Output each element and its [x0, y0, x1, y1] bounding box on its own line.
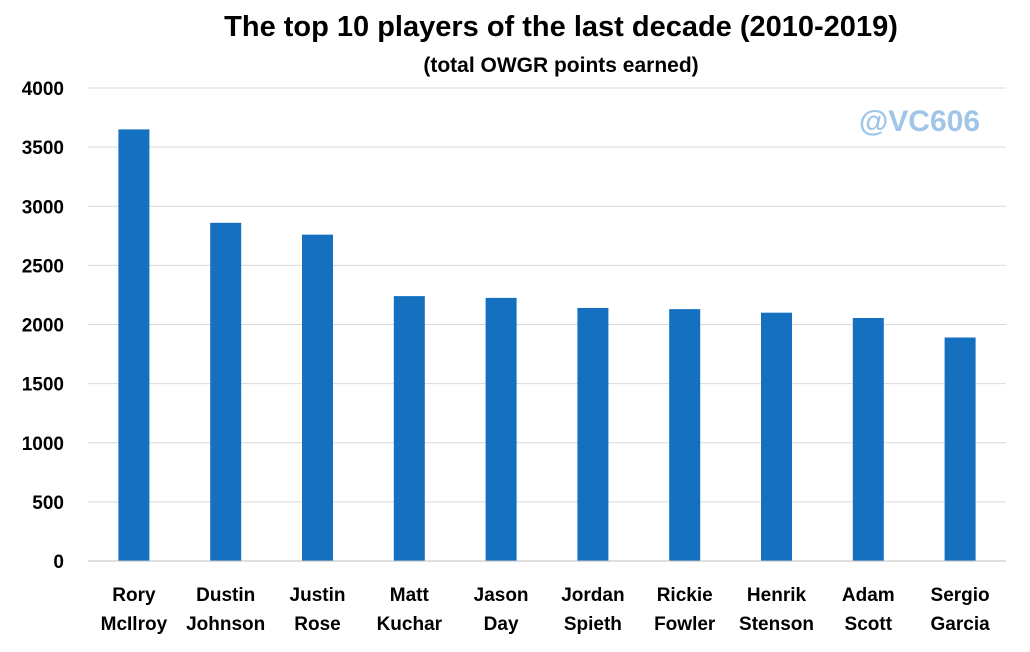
x-category-label: Rory McIlroy [101, 585, 168, 635]
y-tick-label: 3500 [22, 138, 64, 159]
bar [393, 296, 425, 561]
x-category-label: Adam Scott [842, 585, 895, 635]
y-tick-label: 3000 [22, 197, 64, 218]
x-category-label-line: McIlroy [101, 614, 168, 635]
bar [944, 337, 976, 561]
y-axis-tick-labels: 0 500 1000 1500 2000 2500 3000 3500 4000 [22, 79, 64, 573]
x-category-label-line: Scott [845, 614, 893, 635]
x-category-label-line: Henrik [747, 585, 807, 606]
x-category-label-line: Adam [842, 585, 895, 606]
y-tick-label: 4000 [22, 79, 64, 100]
x-axis-category-labels: Rory McIlroy Dustin Johnson Justin Rose Matt Ku… [101, 585, 990, 635]
x-category-label-line: Rory [112, 585, 156, 606]
y-tick-label: 500 [32, 493, 64, 514]
x-category-label: Jason Day [474, 585, 529, 635]
x-category-label-line: Matt [390, 585, 430, 606]
x-category-label-line: Jordan [561, 585, 624, 606]
x-category-label-line: Jason [474, 585, 529, 606]
bar [118, 129, 150, 561]
bar [852, 317, 884, 561]
y-tick-label: 1500 [22, 375, 64, 396]
bars [118, 129, 976, 561]
x-category-label: Matt Kuchar [377, 585, 443, 635]
bar [485, 297, 517, 561]
y-tick-label: 1000 [22, 434, 64, 455]
x-category-label-line: Spieth [564, 614, 622, 635]
x-category-label-line: Justin [290, 585, 346, 606]
x-category-label-line: Johnson [186, 614, 265, 635]
x-category-label-line: Fowler [654, 614, 716, 635]
chart-title: The top 10 players of the last decade (2… [224, 11, 898, 43]
bar [210, 222, 242, 561]
y-tick-label: 2000 [22, 316, 64, 337]
bar [302, 234, 333, 561]
x-category-label-line: Day [484, 614, 519, 635]
x-category-label: Henrik Stenson [739, 585, 814, 635]
x-category-label: Justin Rose [290, 585, 346, 635]
x-category-label-line: Rickie [657, 585, 713, 606]
x-category-label-line: Stenson [739, 614, 814, 635]
x-category-label-line: Garcia [931, 614, 991, 635]
bar [669, 309, 701, 561]
x-category-label-line: Dustin [196, 585, 255, 606]
watermark: @VC606 [859, 105, 980, 138]
bar [577, 307, 609, 561]
x-category-label-line: Kuchar [377, 614, 443, 635]
bar [761, 312, 792, 561]
x-category-label: Jordan Spieth [561, 585, 624, 635]
y-tick-label: 0 [53, 552, 64, 573]
x-category-label-line: Rose [294, 614, 340, 635]
x-category-label: Rickie Fowler [654, 585, 716, 635]
chart-subtitle: (total OWGR points earned) [423, 54, 698, 77]
x-category-label-line: Sergio [931, 585, 990, 606]
x-category-label: Sergio Garcia [931, 585, 991, 635]
x-category-label: Dustin Johnson [186, 585, 265, 635]
y-tick-label: 2500 [22, 256, 64, 277]
